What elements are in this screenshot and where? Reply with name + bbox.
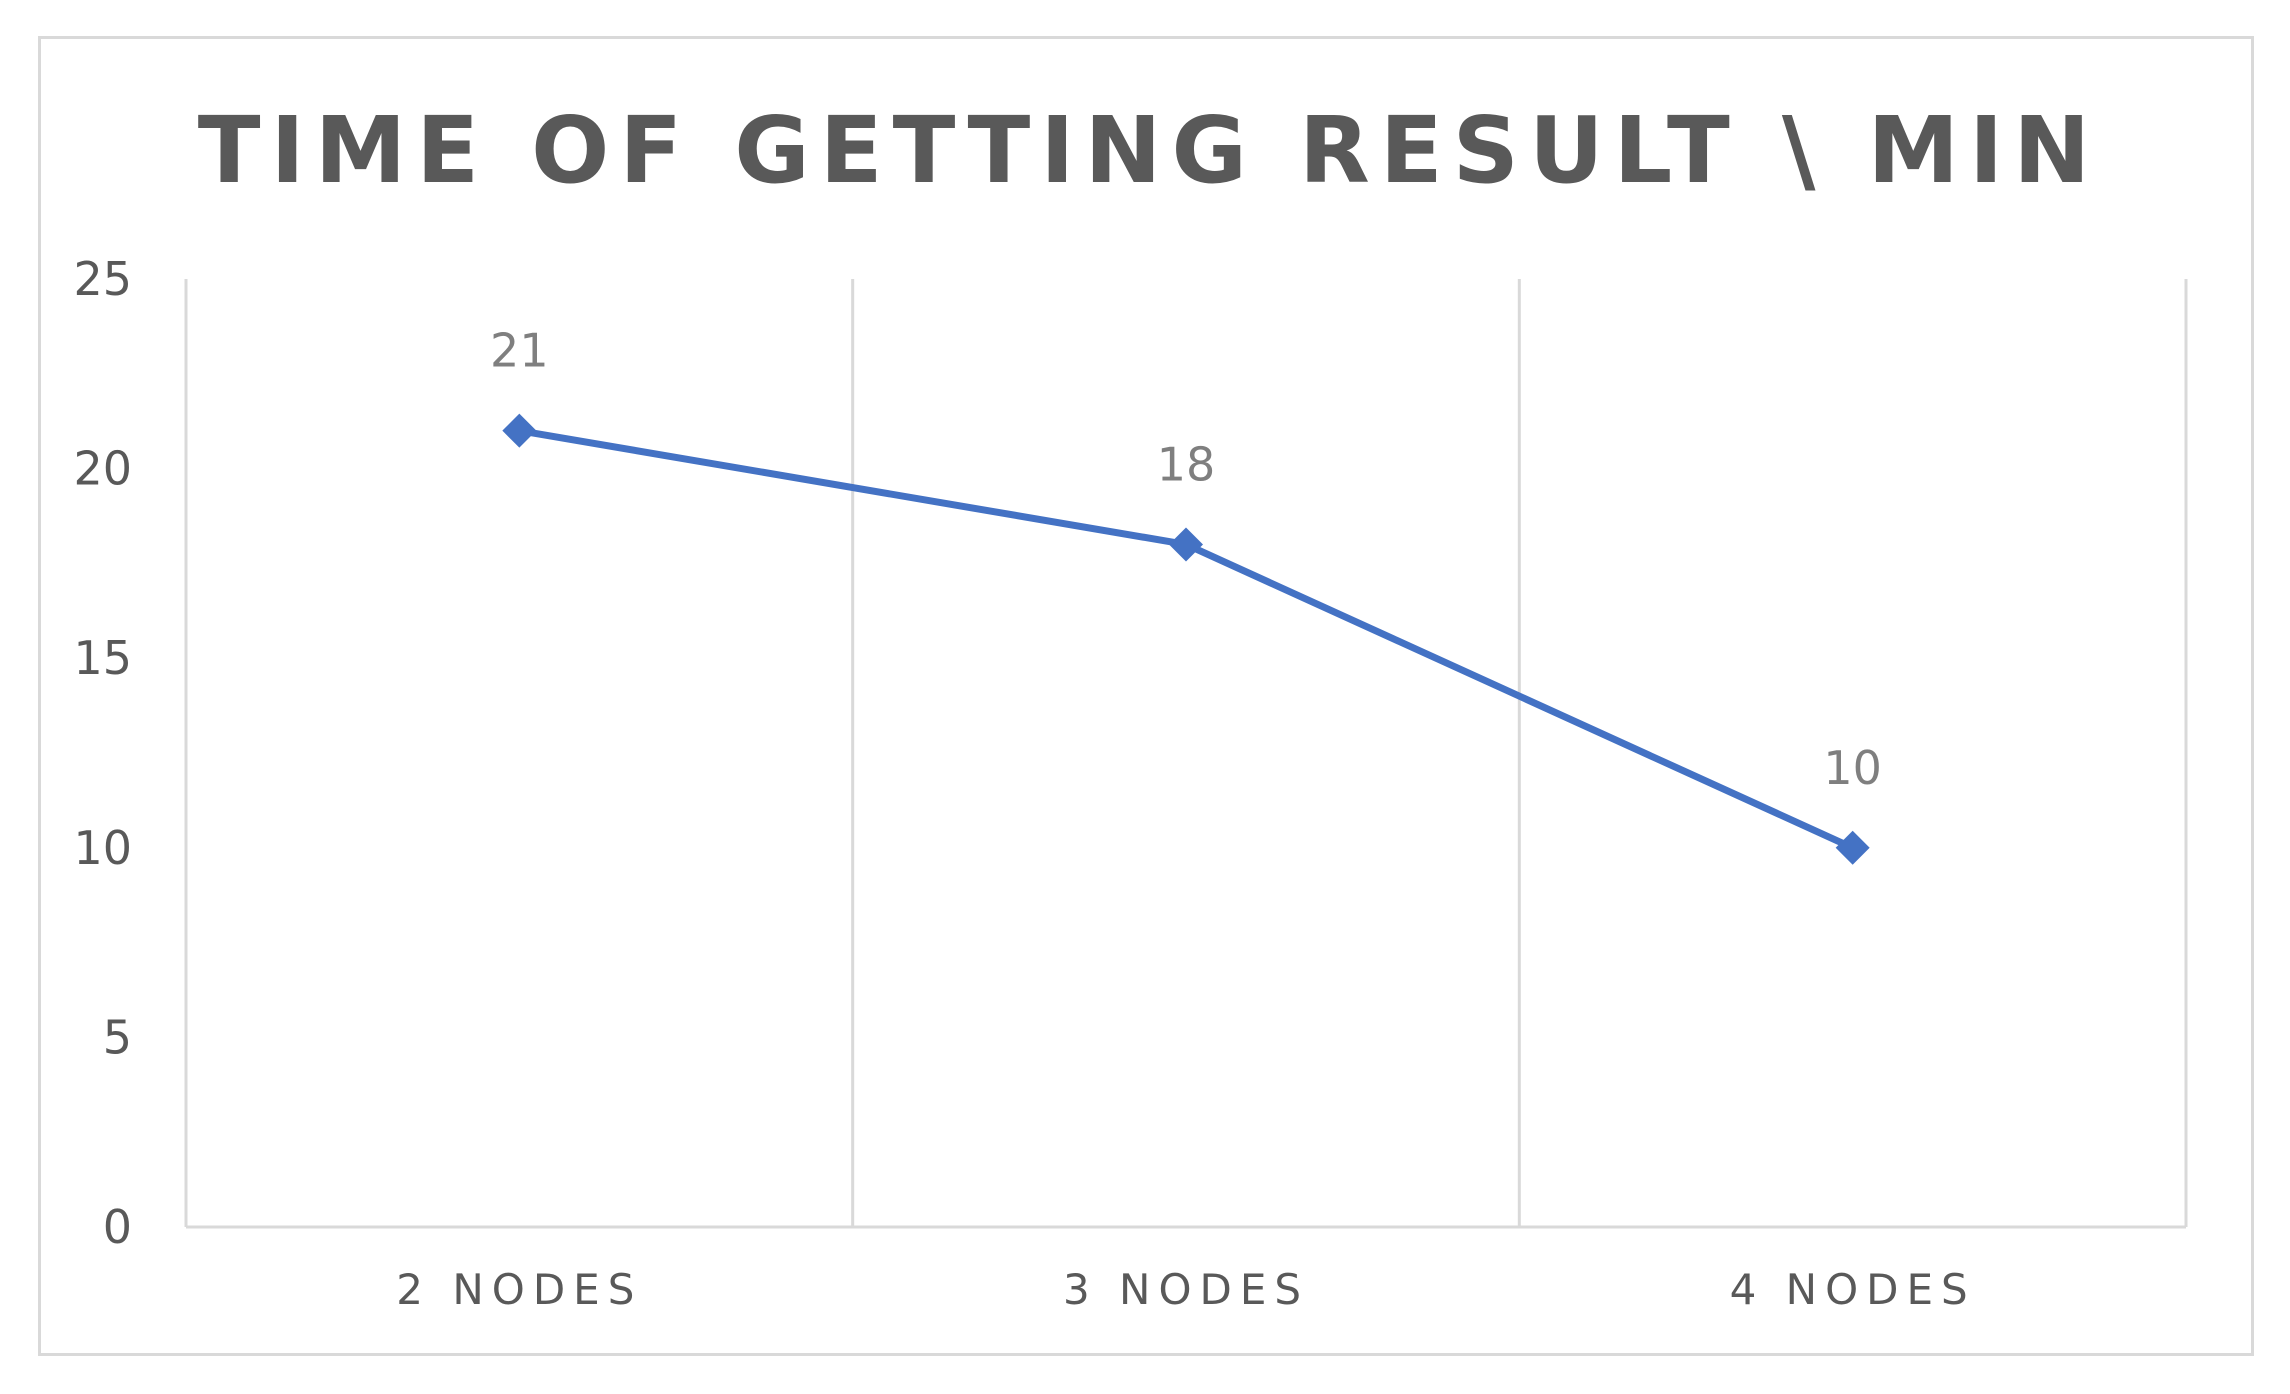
x-tick-label: 3 NODES (1063, 1265, 1309, 1314)
x-axis-ticks: 2 NODES 3 NODES 4 NODES (396, 1265, 1976, 1314)
data-point-marker (502, 413, 537, 448)
y-tick-label: 15 (73, 631, 132, 685)
series-line (518, 427, 1855, 851)
data-label: 10 (1823, 741, 1882, 795)
gridlines (184, 279, 2188, 1227)
data-point-marker (1169, 527, 1203, 562)
data-point-marker (1835, 830, 1870, 865)
y-axis-ticks: 0 5 10 15 20 25 (73, 252, 132, 1254)
data-labels: 21 18 10 (490, 324, 1882, 795)
chart-frame: TIME OF GETTING RESULT \ MIN (38, 36, 2254, 1356)
y-tick-label: 10 (73, 821, 132, 875)
series-group (502, 413, 1870, 865)
y-tick-label: 20 (73, 442, 132, 496)
data-label: 21 (490, 324, 549, 378)
x-tick-label: 2 NODES (396, 1265, 642, 1314)
y-tick-label: 25 (73, 252, 132, 306)
y-tick-label: 0 (103, 1200, 132, 1254)
chart-title: TIME OF GETTING RESULT \ MIN (197, 97, 2101, 204)
x-tick-label: 4 NODES (1730, 1265, 1976, 1314)
y-tick-label: 5 (103, 1010, 132, 1064)
data-label: 18 (1157, 437, 1216, 491)
